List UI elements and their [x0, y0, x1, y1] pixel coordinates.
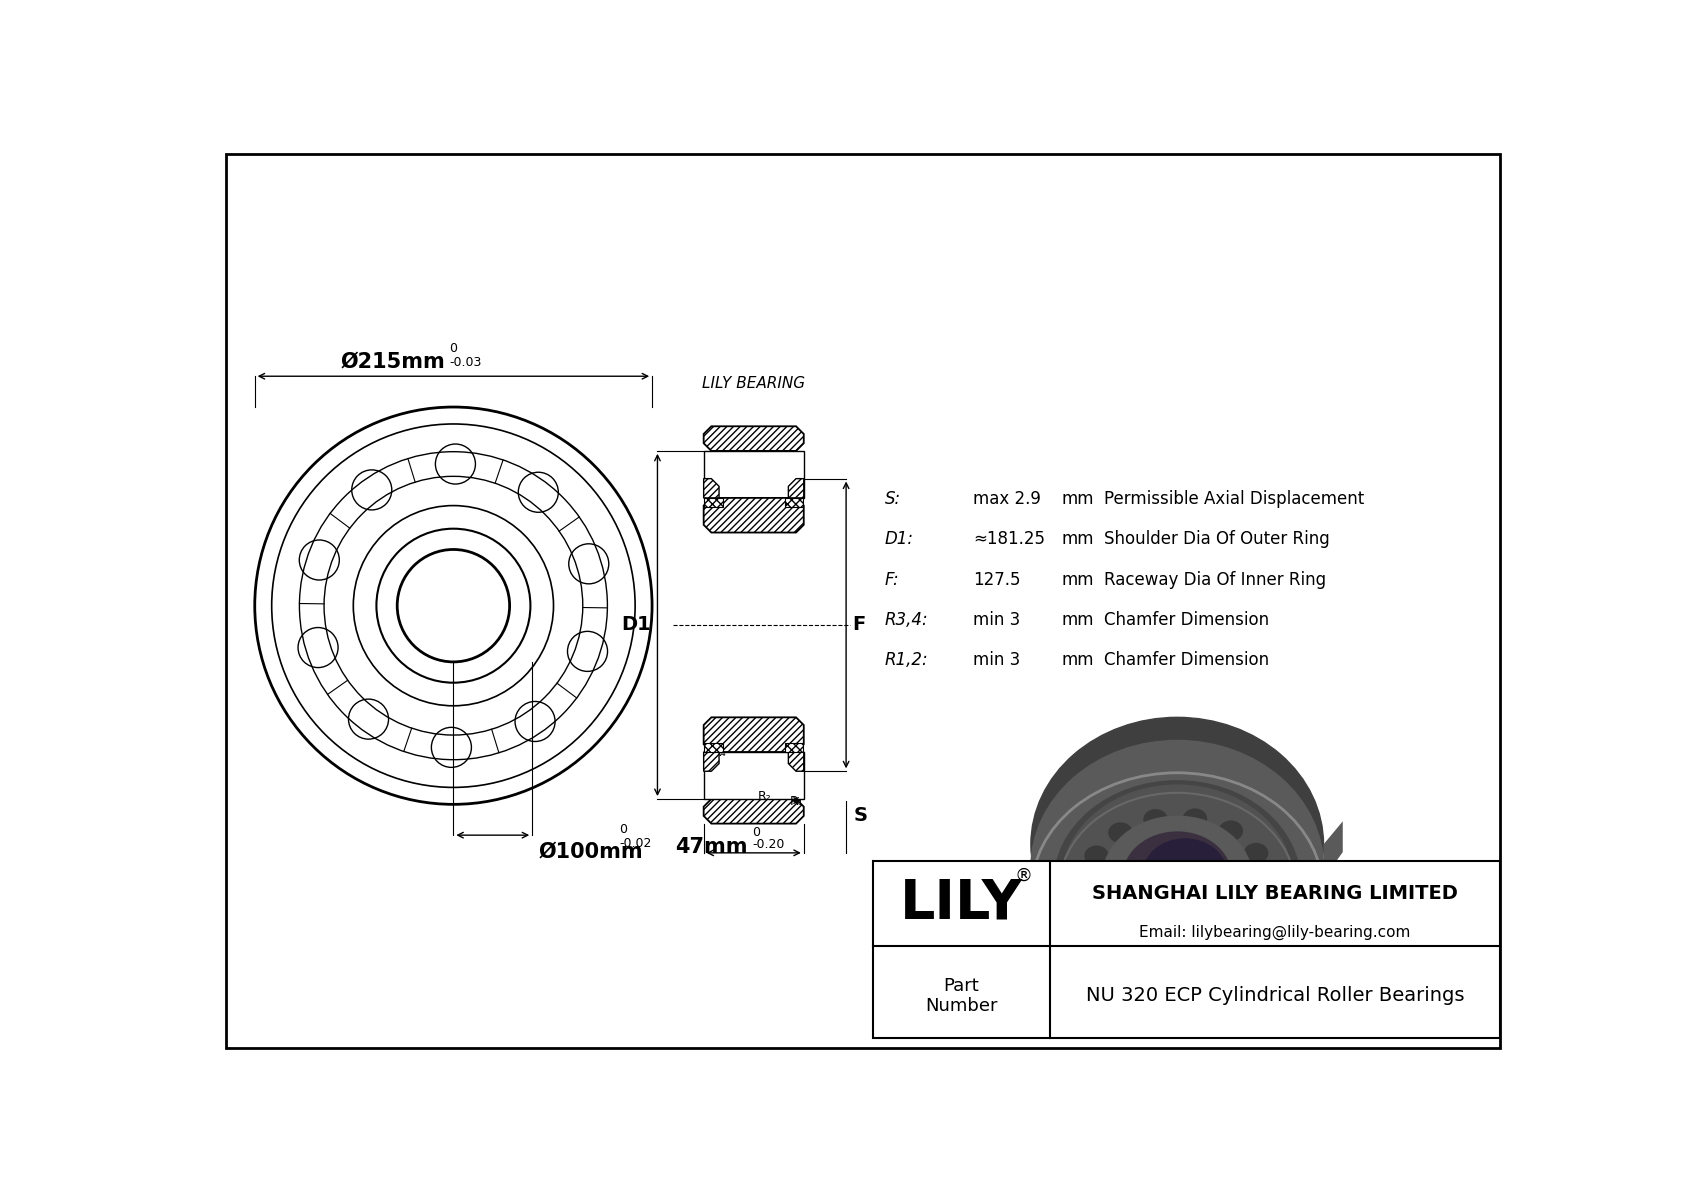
Text: S:: S: [884, 491, 901, 509]
Text: F: F [852, 616, 866, 635]
Text: mm: mm [1061, 530, 1095, 549]
Ellipse shape [1108, 823, 1132, 842]
Polygon shape [788, 479, 803, 498]
Ellipse shape [1244, 843, 1268, 862]
Ellipse shape [1143, 838, 1226, 909]
Text: 0: 0 [753, 827, 759, 838]
Ellipse shape [1143, 810, 1167, 829]
Text: D1:: D1: [884, 530, 914, 549]
Ellipse shape [1031, 782, 1324, 1006]
Text: R₃: R₃ [706, 742, 719, 755]
Ellipse shape [1084, 846, 1108, 866]
Polygon shape [704, 752, 719, 772]
Text: Chamfer Dimension: Chamfer Dimension [1105, 611, 1270, 629]
Text: D1: D1 [621, 616, 652, 635]
Text: F:: F: [884, 570, 899, 588]
Text: Permissible Axial Displacement: Permissible Axial Displacement [1105, 491, 1364, 509]
Text: ®: ® [1014, 867, 1032, 885]
Ellipse shape [1101, 816, 1253, 942]
Text: LILY: LILY [901, 877, 1024, 931]
Text: Ø100mm: Ø100mm [539, 841, 643, 861]
Text: -0.03: -0.03 [450, 356, 482, 368]
Text: -0.20: -0.20 [753, 838, 785, 852]
Ellipse shape [1100, 811, 1255, 940]
Text: 0: 0 [620, 823, 626, 836]
Text: 0: 0 [450, 342, 458, 355]
Polygon shape [788, 752, 803, 772]
Polygon shape [704, 498, 722, 507]
Text: R3,4:: R3,4: [884, 611, 928, 629]
Text: Email: lilybearing@lily-bearing.com: Email: lilybearing@lily-bearing.com [1140, 924, 1411, 940]
Polygon shape [704, 498, 803, 532]
Ellipse shape [1061, 785, 1293, 978]
Ellipse shape [1123, 828, 1231, 919]
Text: ≈181.25: ≈181.25 [973, 530, 1046, 549]
Polygon shape [704, 479, 719, 498]
Text: 127.5: 127.5 [973, 570, 1021, 588]
Ellipse shape [1031, 756, 1324, 1010]
Ellipse shape [1031, 741, 1324, 994]
Text: S: S [854, 806, 867, 825]
Text: mm: mm [1061, 570, 1095, 588]
Polygon shape [704, 743, 722, 752]
Polygon shape [704, 799, 803, 824]
Polygon shape [704, 752, 803, 799]
Text: LILY BEARING: LILY BEARING [702, 376, 805, 392]
Ellipse shape [1054, 775, 1300, 983]
Ellipse shape [1061, 780, 1293, 974]
Polygon shape [785, 498, 803, 507]
Text: Ø215mm: Ø215mm [340, 351, 446, 372]
Ellipse shape [1054, 781, 1300, 985]
Text: max 2.9: max 2.9 [973, 491, 1041, 509]
Text: 47mm: 47mm [675, 837, 748, 858]
Ellipse shape [1219, 821, 1243, 841]
Text: R₁: R₁ [790, 796, 803, 809]
Polygon shape [704, 717, 803, 752]
Text: min 3: min 3 [973, 611, 1021, 629]
Text: Part
Number: Part Number [926, 977, 999, 1015]
Text: R₂: R₂ [758, 790, 771, 803]
Text: min 3: min 3 [973, 650, 1021, 668]
Text: Raceway Dia Of Inner Ring: Raceway Dia Of Inner Ring [1105, 570, 1327, 588]
Ellipse shape [1031, 717, 1324, 972]
Ellipse shape [1147, 836, 1231, 906]
Text: -0.02: -0.02 [620, 837, 652, 849]
Ellipse shape [1123, 833, 1231, 922]
Polygon shape [704, 426, 803, 451]
Bar [872, 861, 1500, 1039]
Text: Shoulder Dia Of Outer Ring: Shoulder Dia Of Outer Ring [1105, 530, 1330, 549]
Text: SHANGHAI LILY BEARING LIMITED: SHANGHAI LILY BEARING LIMITED [1091, 884, 1458, 903]
Polygon shape [1324, 822, 1342, 879]
Text: R1,2:: R1,2: [884, 650, 928, 668]
Polygon shape [785, 743, 803, 752]
Ellipse shape [1031, 772, 1324, 1010]
Text: NU 320 ECP Cylindrical Roller Bearings: NU 320 ECP Cylindrical Roller Bearings [1086, 986, 1465, 1005]
Text: mm: mm [1061, 491, 1095, 509]
Polygon shape [704, 451, 803, 498]
Text: mm: mm [1061, 611, 1095, 629]
Text: Chamfer Dimension: Chamfer Dimension [1105, 650, 1270, 668]
Ellipse shape [1184, 809, 1206, 829]
Text: mm: mm [1061, 650, 1095, 668]
Text: R₄: R₄ [712, 746, 727, 759]
